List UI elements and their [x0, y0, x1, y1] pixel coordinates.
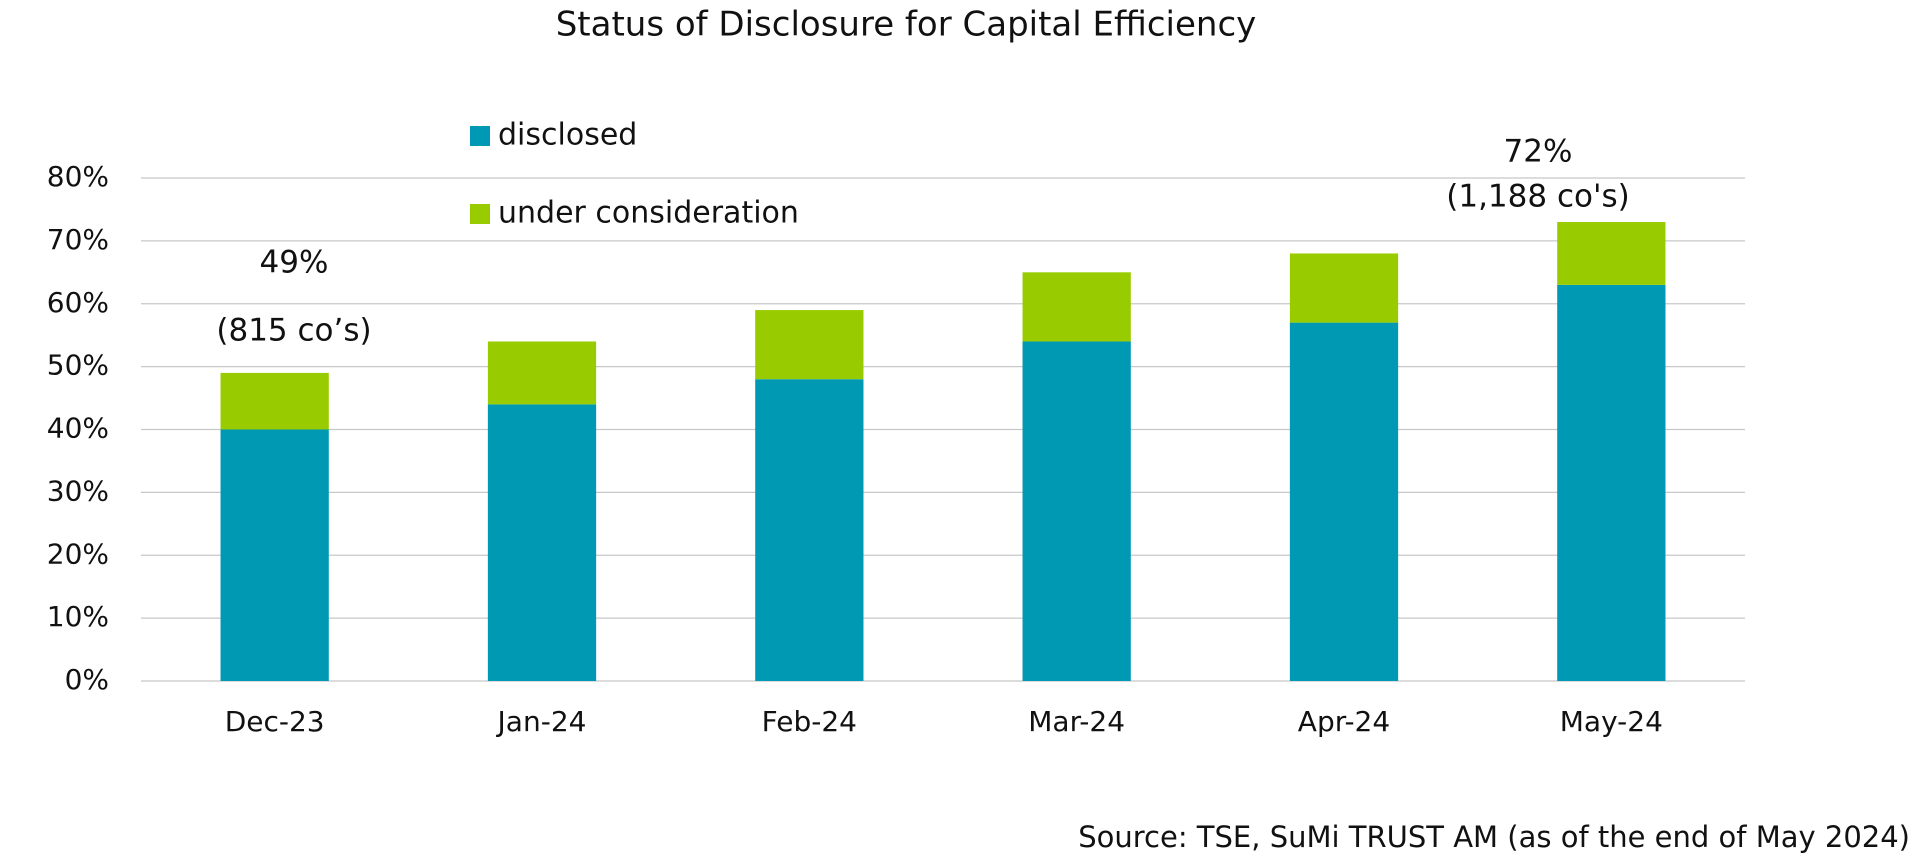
bar-segment	[755, 379, 864, 681]
bar-segment	[1289, 253, 1399, 323]
x-tick-label: May-24	[1560, 705, 1663, 738]
bar-segment	[1022, 272, 1131, 342]
x-tick-label: Mar-24	[1028, 705, 1125, 738]
y-tick-label: 70%	[47, 223, 109, 256]
annotation: 72%	[1504, 134, 1573, 170]
y-tick-label: 80%	[47, 160, 109, 193]
y-tick-label: 10%	[47, 600, 109, 633]
bar-segment	[220, 372, 329, 430]
annotation: (815 co’s)	[216, 313, 371, 349]
bar-segment	[755, 310, 864, 380]
bar-segment	[220, 429, 329, 681]
bar-segment	[487, 341, 597, 405]
legend-swatch	[470, 204, 490, 224]
y-tick-label: 40%	[47, 412, 109, 445]
bar-segment	[1557, 222, 1666, 285]
bar-segment	[487, 404, 597, 681]
x-tick-label: Jan-24	[496, 705, 587, 738]
source-note: Source: TSE, SuMi TRUST AM (as of the en…	[1078, 820, 1910, 854]
y-tick-label: 50%	[47, 349, 109, 382]
annotation: 49%	[260, 245, 329, 281]
y-tick-label: 30%	[47, 474, 109, 507]
bar-segment	[1022, 341, 1131, 681]
y-tick-label: 0%	[65, 663, 109, 696]
annotation: (1,188 co's)	[1446, 179, 1629, 215]
bar-segment	[1557, 284, 1666, 681]
chart-title: Status of Disclosure for Capital Efficie…	[556, 5, 1257, 45]
legend-label: under consideration	[498, 196, 799, 231]
x-tick-label: Dec-23	[225, 705, 325, 738]
x-tick-label: Feb-24	[762, 705, 857, 738]
legend-swatch	[470, 126, 490, 146]
x-tick-label: Apr-24	[1298, 705, 1390, 738]
bar-segment	[1289, 322, 1399, 681]
y-tick-label: 60%	[47, 286, 109, 319]
legend-label: disclosed	[498, 118, 637, 153]
y-tick-label: 20%	[47, 537, 109, 570]
